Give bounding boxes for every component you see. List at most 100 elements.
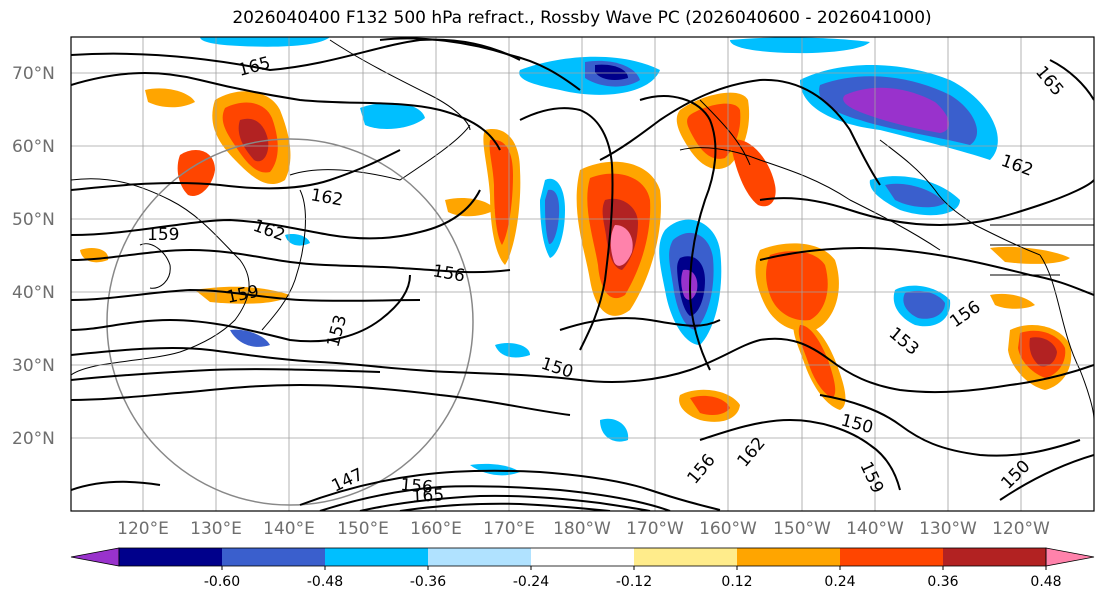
- lon-label: 150°W: [773, 519, 831, 539]
- colorbar: -0.60 -0.48 -0.36 -0.24 -0.12 0.12 0.24 0.36 0.4…: [70, 547, 1095, 590]
- contour-line: [71, 346, 581, 381]
- anomaly-region: [990, 246, 1070, 264]
- anomaly-region: [843, 87, 950, 133]
- colorbar-segment: [428, 548, 532, 566]
- contour-line: [759, 247, 1094, 296]
- contour-line: [71, 38, 521, 72]
- contour-line: [639, 95, 717, 371]
- lat-label: 20°N: [12, 429, 55, 449]
- anomaly-region: [470, 463, 520, 476]
- contour-line: [359, 494, 651, 511]
- colorbar-outline: [118, 547, 1047, 567]
- lon-label: 160°W: [699, 519, 757, 539]
- anomaly-region: [990, 293, 1035, 309]
- coastline: [679, 147, 941, 251]
- contour-line: [71, 368, 381, 381]
- colorbar-tick-label: -0.36: [410, 574, 446, 590]
- lat-label: 60°N: [12, 137, 55, 157]
- coastline: [289, 124, 471, 181]
- contour-line: [71, 383, 571, 416]
- contour-label: 165: [411, 485, 444, 507]
- anomaly-region: [238, 118, 269, 162]
- coastline: [139, 243, 171, 289]
- contour-line: [599, 78, 881, 186]
- lat-label: 50°N: [12, 210, 55, 230]
- anomaly-region: [690, 395, 730, 416]
- lon-label: 150°E: [337, 519, 389, 539]
- colorbar-segment: [737, 548, 841, 566]
- contour-label: 156: [400, 475, 434, 498]
- lon-label: 120°E: [117, 519, 169, 539]
- anomaly-region: [600, 418, 629, 442]
- contour-line: [71, 149, 401, 191]
- contour-line: [71, 189, 481, 240]
- colorbar-tick-label: -0.60: [204, 574, 240, 590]
- colorbar-segment: [222, 548, 326, 566]
- colorbar-tick-label: -0.24: [513, 574, 549, 590]
- colorbar-segment: [119, 548, 223, 566]
- height-contours: [71, 37, 1094, 511]
- anomaly-region: [798, 325, 836, 398]
- contour-line: [379, 37, 581, 91]
- anomaly-region: [545, 189, 560, 245]
- contour-line: [1049, 59, 1094, 101]
- contour-line: [71, 480, 161, 491]
- anomaly-region: [445, 198, 495, 217]
- latitude-labels: 70°N 60°N 50°N 40°N 30°N 20°N: [12, 64, 55, 449]
- colorbar-extend-high: [1045, 547, 1095, 567]
- map-title: 2026040400 F132 500 hPa refract., Rossby…: [232, 8, 932, 28]
- contour-line: [299, 469, 721, 511]
- anomaly-region: [766, 251, 828, 321]
- contour-line: [559, 317, 721, 331]
- anomaly-region: [360, 102, 425, 130]
- contour-line: [71, 248, 511, 274]
- colorbar-tick-label: 0.12: [721, 574, 752, 590]
- anomaly-region: [200, 37, 330, 47]
- colorbar-tick-label: -0.12: [616, 574, 652, 590]
- colorbar-tick-label: 0.24: [824, 574, 855, 590]
- coastline: [71, 178, 250, 376]
- lon-label: 180°W: [553, 519, 611, 539]
- anomaly-region: [903, 290, 945, 319]
- lon-label: 160°E: [410, 519, 462, 539]
- contour-line: [819, 394, 1081, 457]
- anomaly-region: [495, 343, 530, 358]
- coastline: [261, 189, 306, 331]
- colorbar-tick-label: -0.48: [307, 574, 343, 590]
- contour-line: [399, 502, 611, 511]
- coastline-layer: [71, 39, 1094, 421]
- anomaly-region: [885, 183, 945, 208]
- contour-line: [71, 72, 501, 151]
- anomaly-region: [730, 37, 870, 54]
- colorbar-segment: [840, 548, 944, 566]
- colorbar-extend-low: [70, 547, 120, 567]
- colorbar-segment: [531, 548, 635, 566]
- coastline: [699, 99, 751, 166]
- contour-line: [999, 454, 1094, 501]
- lon-label: 140°W: [846, 519, 904, 539]
- contour-line: [71, 274, 411, 343]
- contour-line: [759, 179, 1094, 227]
- contour-line: [71, 288, 421, 302]
- contour-line: [319, 485, 671, 511]
- contour-line: [519, 107, 614, 351]
- anomaly-region: [145, 88, 195, 108]
- colorbar-segment: [634, 548, 738, 566]
- lon-label: 170°E: [483, 519, 535, 539]
- colorbar-tick-label: 0.36: [927, 574, 958, 590]
- lon-label: 130°W: [919, 519, 977, 539]
- lat-label: 40°N: [12, 283, 55, 303]
- lat-label: 70°N: [12, 64, 55, 84]
- contour-label: 159: [147, 225, 179, 245]
- anomaly-region: [230, 329, 270, 347]
- lon-label: 140°E: [263, 519, 315, 539]
- colorbar-tick-label: 0.48: [1030, 574, 1061, 590]
- lon-label: 170°W: [626, 519, 684, 539]
- colorbar-segment: [325, 548, 429, 566]
- colorbar-segment: [943, 548, 1047, 566]
- anomaly-region: [595, 64, 628, 80]
- coastline: [879, 139, 1041, 256]
- anomaly-region: [1029, 337, 1057, 367]
- anomaly-region: [730, 139, 776, 207]
